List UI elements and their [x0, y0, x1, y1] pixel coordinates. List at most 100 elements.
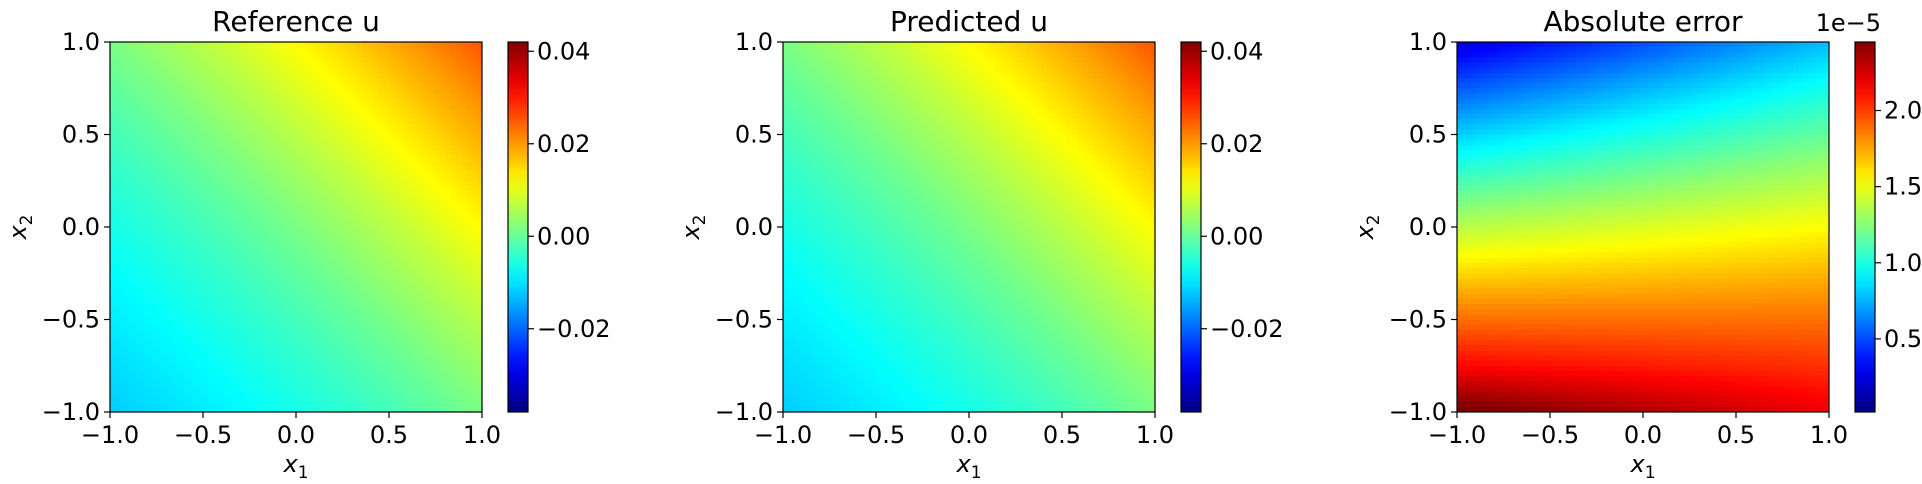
- heatmap-cell: [471, 88, 478, 94]
- heatmap-cell: [476, 191, 483, 197]
- heatmap-cell: [156, 329, 163, 336]
- heatmap-cell: [430, 257, 437, 264]
- heatmap-cell: [414, 57, 421, 64]
- heatmap-cell: [130, 196, 137, 202]
- heatmap-cell: [373, 345, 380, 351]
- heatmap-cell: [135, 108, 142, 115]
- heatmap-cell: [270, 262, 276, 269]
- heatmap-cell: [130, 319, 137, 326]
- heatmap-cell: [110, 288, 116, 295]
- heatmap-cell: [409, 180, 416, 187]
- heatmap-cell: [135, 283, 142, 290]
- heatmap-cell: [404, 268, 411, 274]
- heatmap-cell: [399, 185, 406, 192]
- heatmap-cell: [301, 185, 307, 192]
- heatmap-cell: [275, 170, 282, 177]
- heatmap-cell: [275, 298, 282, 305]
- heatmap-cell: [166, 88, 173, 94]
- heatmap-cell: [311, 319, 318, 326]
- heatmap-cell: [363, 365, 369, 372]
- heatmap-cell: [363, 170, 369, 177]
- heatmap-cell: [120, 257, 127, 264]
- heatmap-cell: [368, 77, 375, 84]
- heatmap-cell: [177, 304, 183, 310]
- heatmap-cell: [430, 52, 437, 59]
- heatmap-cell: [110, 103, 116, 110]
- heatmap-cell: [373, 165, 380, 172]
- heatmap-cell: [177, 160, 183, 166]
- heatmap-cell: [141, 288, 147, 295]
- heatmap-cell: [254, 334, 261, 341]
- heatmap-cell: [203, 298, 209, 305]
- heatmap-cell: [192, 227, 199, 233]
- heatmap-cell: [430, 355, 437, 362]
- heatmap-cell: [352, 160, 359, 166]
- heatmap-cell: [197, 262, 204, 269]
- heatmap-cell: [141, 175, 147, 182]
- heatmap-cell: [192, 355, 199, 362]
- heatmap-cell: [120, 144, 127, 151]
- heatmap-cell: [239, 247, 245, 254]
- heatmap-cell: [161, 340, 168, 346]
- heatmap-cell: [213, 252, 220, 259]
- heatmap-cell: [120, 221, 127, 228]
- heatmap-cell: [254, 108, 261, 115]
- heatmap-cell: [378, 345, 385, 351]
- heatmap-cell: [342, 221, 349, 228]
- heatmap-cell: [420, 257, 426, 264]
- heatmap-cell: [316, 370, 323, 377]
- heatmap-cell: [110, 278, 116, 285]
- heatmap-cell: [456, 134, 462, 141]
- heatmap-cell: [394, 319, 400, 326]
- heatmap-cell: [445, 144, 452, 151]
- heatmap-cell: [280, 149, 287, 156]
- heatmap-cell: [151, 67, 158, 74]
- heatmap-cell: [337, 365, 344, 372]
- heatmap-cell: [203, 288, 209, 295]
- heatmap-cell: [177, 185, 183, 192]
- heatmap-cell: [420, 185, 426, 192]
- heatmap-cell: [146, 216, 152, 223]
- heatmap-cell: [378, 62, 385, 69]
- heatmap-cell: [135, 391, 142, 398]
- heatmap-cell: [244, 144, 251, 151]
- heatmap-cell: [399, 227, 406, 233]
- heatmap-cell: [451, 329, 457, 336]
- heatmap-cell: [290, 242, 297, 249]
- heatmap-cell: [125, 191, 132, 197]
- heatmap-cell: [120, 191, 127, 197]
- heatmap-cell: [130, 206, 137, 213]
- heatmap-cell: [223, 376, 230, 382]
- heatmap-cell: [177, 93, 183, 100]
- heatmap-cell: [378, 381, 385, 387]
- heatmap-cell: [435, 108, 442, 115]
- heatmap-cell: [332, 119, 338, 125]
- heatmap-cell: [466, 376, 473, 382]
- heatmap-cell: [141, 221, 147, 228]
- heatmap-cell: [471, 83, 478, 89]
- heatmap-cell: [130, 93, 137, 100]
- heatmap-cell: [435, 206, 442, 213]
- heatmap-cell: [280, 206, 287, 213]
- heatmap-cell: [110, 242, 116, 249]
- heatmap-cell: [146, 391, 152, 398]
- heatmap-cell: [451, 309, 457, 315]
- heatmap-cell: [218, 355, 225, 362]
- heatmap-cell: [451, 360, 457, 367]
- heatmap-cell: [456, 355, 462, 362]
- heatmap-cell: [239, 175, 245, 182]
- heatmap-cell: [327, 149, 333, 156]
- heatmap-cell: [265, 139, 271, 146]
- heatmap-cell: [166, 77, 173, 84]
- heatmap-cell: [197, 227, 204, 233]
- heatmap-cell: [311, 144, 318, 151]
- heatmap-cell: [239, 278, 245, 285]
- heatmap-cell: [110, 42, 116, 48]
- heatmap-cell: [110, 72, 116, 79]
- heatmap-cell: [301, 134, 307, 141]
- heatmap-cell: [296, 314, 302, 321]
- heatmap-cell: [172, 139, 178, 146]
- heatmap-cell: [389, 304, 395, 310]
- heatmap-cell: [182, 191, 189, 197]
- heatmap-cell: [244, 93, 251, 100]
